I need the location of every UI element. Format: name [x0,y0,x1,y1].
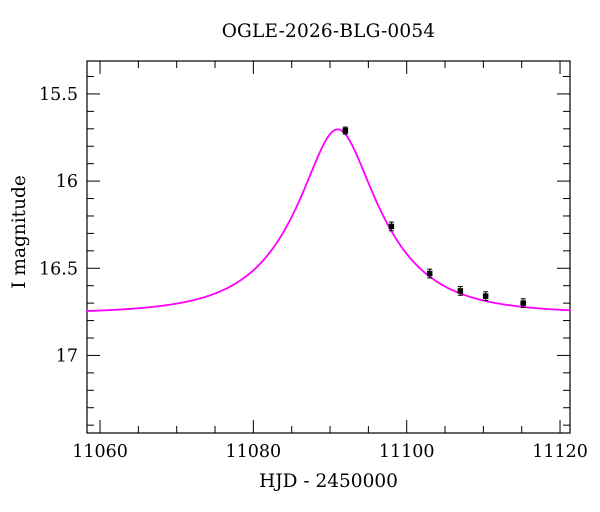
x-tick-label: 11120 [532,442,588,462]
data-point-marker [342,127,349,134]
x-tick-label: 11060 [72,442,128,462]
y-axis-label: I magnitude [9,175,30,289]
y-tick-label: 17 [56,346,78,366]
data-point-marker [426,270,433,277]
data-point-marker [388,223,395,230]
y-tick-label: 16.5 [39,259,78,279]
data-point-marker [482,293,489,299]
model-curve [86,128,571,312]
y-tick-label: 15.5 [39,85,78,105]
x-tick-label: 11100 [379,442,435,462]
x-tick-label: 11080 [226,442,282,462]
y-tick-label: 16 [56,172,78,192]
x-axis-label: HJD - 2450000 [259,471,398,492]
plot-frame [86,60,571,434]
chart-title: OGLE-2026-BLG-0054 [221,21,436,42]
data-point-marker [457,288,464,294]
data-point-marker [520,300,526,306]
